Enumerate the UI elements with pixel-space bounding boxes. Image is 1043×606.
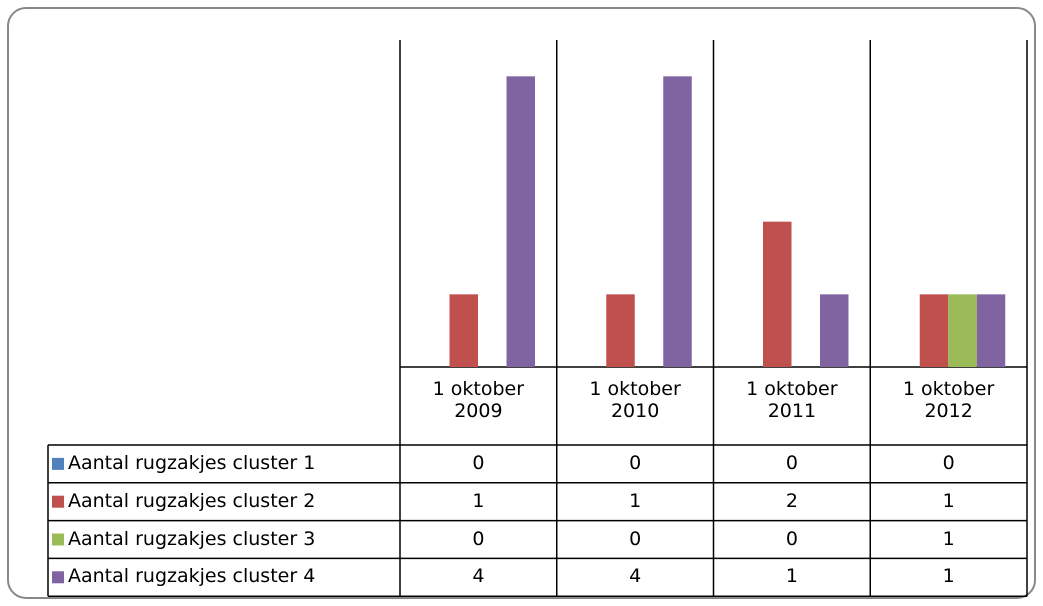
table-value: 0 [629,452,642,474]
table-value: 1 [629,489,642,512]
table-value: 4 [629,565,642,588]
category-label: 1 oktober 2009 [432,378,525,422]
legend-key [52,571,64,584]
legend-label: Aantal rugzakjes cluster 4 [68,565,316,588]
table-value: 0 [785,527,798,550]
table-value: 2 [785,489,798,512]
legend-key [52,533,64,546]
category-label: 1 oktober 2010 [589,378,681,422]
bar [606,294,635,367]
bar [449,294,478,367]
legend-label: Aantal rugzakjes cluster 2 [68,489,316,512]
table-value: 1 [942,565,955,588]
table-value: 0 [629,527,642,550]
table-value: 1 [472,489,485,512]
bar [820,294,849,367]
legend-label: Aantal rugzakjes cluster 3 [68,527,316,550]
category-label: 1 oktober 2012 [902,378,995,422]
category-label: 1 oktober 2011 [746,378,838,422]
bar [763,221,792,367]
table-value: 0 [472,452,485,474]
table-value: 0 [785,452,798,474]
table-value: 0 [472,527,485,550]
table-value: 4 [472,565,485,588]
bar [919,294,949,367]
legend-key [52,495,64,508]
table-value: 1 [942,527,955,550]
bar [948,294,977,367]
legend-label: Aantal rugzakjes cluster 1 [68,452,316,474]
table-value: 1 [942,489,955,512]
table-value: 1 [785,565,798,588]
bar [976,294,1006,367]
bar [663,76,692,367]
legend-key [52,457,64,470]
table-value: 0 [942,452,955,474]
bar [506,76,535,367]
